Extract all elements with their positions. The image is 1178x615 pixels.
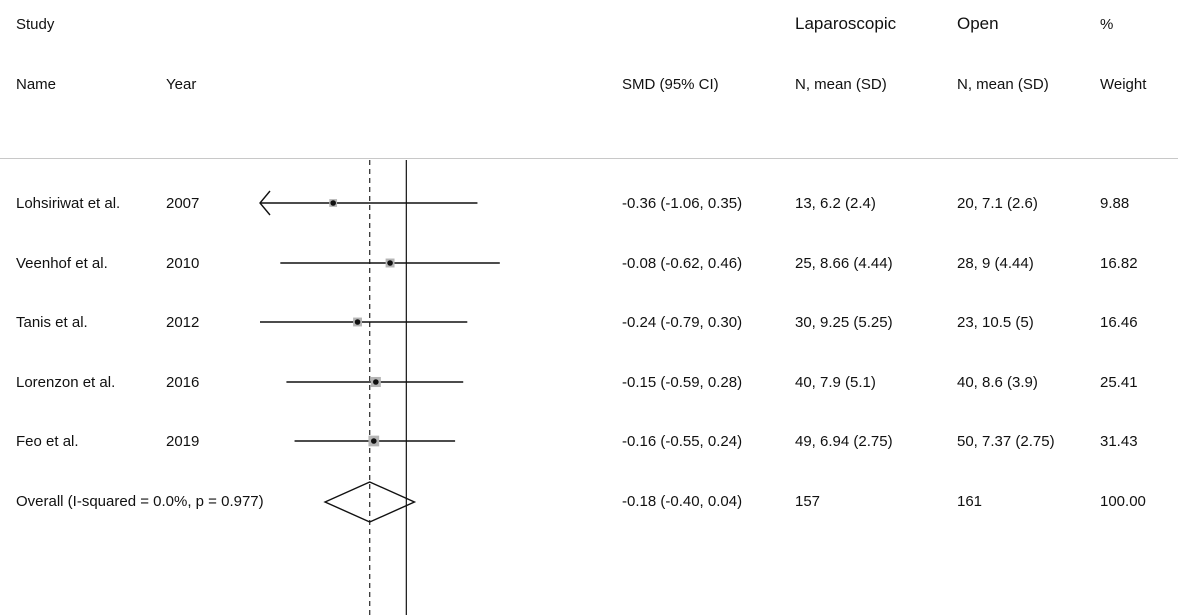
study-name: Feo et al. — [16, 433, 79, 450]
overall-label: Overall (I-squared = 0.0%, p = 0.977) — [16, 493, 264, 510]
study-laparoscopic: 40, 7.9 (5.1) — [795, 374, 876, 391]
study-open: 28, 9 (4.44) — [957, 255, 1034, 272]
study-weight: 25.41 — [1100, 374, 1138, 391]
overall-weight: 100.00 — [1100, 493, 1146, 510]
study-name: Lorenzon et al. — [16, 374, 116, 391]
study-laparoscopic: 25, 8.66 (4.44) — [795, 255, 893, 272]
point-estimate — [330, 200, 336, 206]
weight-header: Weight — [1100, 76, 1147, 93]
percent-header: % — [1100, 16, 1114, 33]
study-laparoscopic: 30, 9.25 (5.25) — [795, 314, 893, 331]
point-estimate — [373, 379, 379, 385]
study-smd: -0.08 (-0.62, 0.46) — [622, 255, 743, 272]
name-header: Name — [16, 76, 57, 93]
laparoscopic-header: Laparoscopic — [795, 14, 897, 33]
study-laparoscopic: 13, 6.2 (2.4) — [795, 195, 876, 212]
header-separator — [0, 158, 1178, 159]
smd-header: SMD (95% CI) — [622, 76, 719, 93]
study-name: Tanis et al. — [16, 314, 88, 331]
study-weight: 16.82 — [1100, 255, 1138, 272]
study-weight: 31.43 — [1100, 433, 1138, 450]
study-open: 20, 7.1 (2.6) — [957, 195, 1038, 212]
overall-smd: -0.18 (-0.40, 0.04) — [622, 493, 743, 510]
year-header: Year — [166, 76, 197, 93]
study-open: 50, 7.37 (2.75) — [957, 433, 1055, 450]
point-estimate — [354, 319, 361, 325]
laparoscopic-subheader: N, mean (SD) — [795, 76, 887, 93]
study-laparoscopic: 49, 6.94 (2.75) — [795, 433, 893, 450]
study-year: 2019 — [166, 433, 200, 450]
ci-arrow — [259, 190, 271, 216]
point-estimate — [387, 260, 393, 266]
study-year: 2007 — [166, 195, 200, 212]
study-year: 2016 — [166, 374, 200, 391]
study-smd: -0.15 (-0.59, 0.28) — [622, 374, 743, 391]
overall-laparoscopic: 157 — [795, 493, 821, 510]
study-name: Lohsiriwat et al. — [16, 195, 121, 212]
study-open: 40, 8.6 (3.9) — [957, 374, 1038, 391]
study-name: Veenhof et al. — [16, 255, 108, 272]
study-weight: 9.88 — [1100, 195, 1130, 212]
overall-open: 161 — [957, 493, 983, 510]
study-smd: -0.36 (-1.06, 0.35) — [622, 195, 743, 212]
study-smd: -0.24 (-0.79, 0.30) — [622, 314, 743, 331]
study-year: 2010 — [166, 255, 200, 272]
study-open: 23, 10.5 (5) — [957, 314, 1034, 331]
overall-diamond — [323, 481, 417, 523]
point-estimate — [371, 438, 377, 444]
study-weight: 16.46 — [1100, 314, 1138, 331]
study-smd: -0.16 (-0.55, 0.24) — [622, 433, 743, 450]
study-header: Study — [16, 16, 55, 33]
study-year: 2012 — [166, 314, 200, 331]
open-header: Open — [957, 14, 999, 33]
open-subheader: N, mean (SD) — [957, 76, 1049, 93]
